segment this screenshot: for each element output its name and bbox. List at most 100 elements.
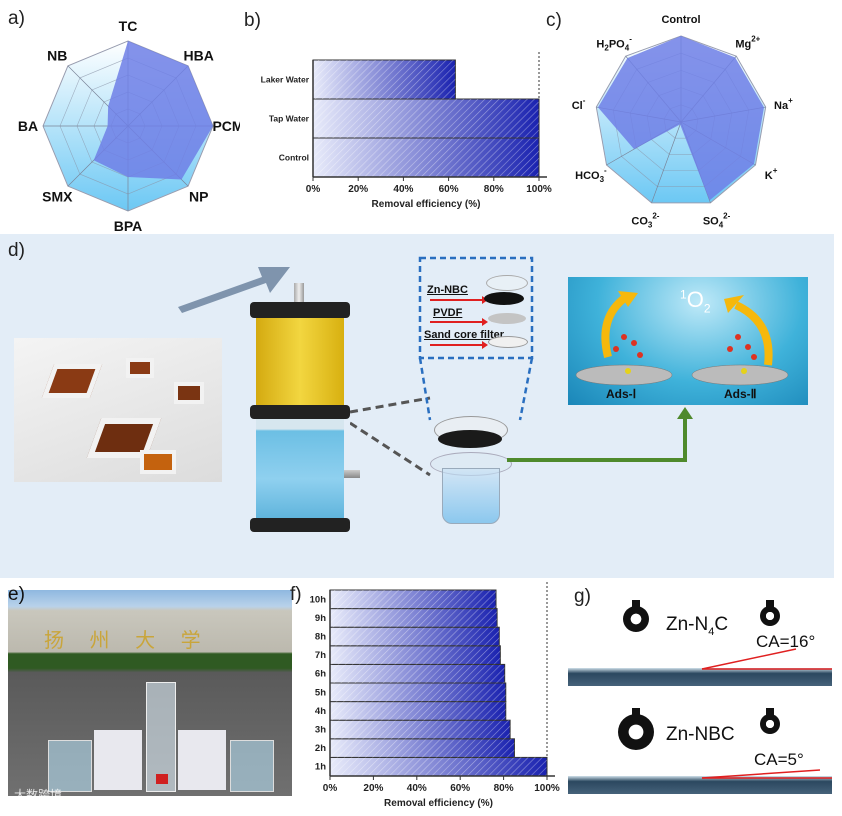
x-tick-label: 20% [348,184,368,195]
label-part: H [596,38,604,50]
category-label: 3h [315,725,326,736]
contact-angle-image-2: Zn-NBC CA=5° [568,700,832,796]
bar-hatch [330,627,500,646]
droplet-icon [623,606,649,632]
label-part: - [629,34,632,43]
field-test-photo: 扬 州 大 学 大数跨境 [8,590,292,802]
radar-axis-label: NB [47,47,67,63]
radar-axis-label: SO42- [703,212,731,230]
label-part: 4 [625,43,630,52]
superscript: 1 [680,287,687,302]
category-label: Control [279,153,309,163]
radar-axis [651,121,682,203]
bar-hatch [313,99,539,138]
bar-hatch [313,138,539,177]
bar-hatch [330,720,511,739]
needle [632,708,640,718]
category-label: 6h [315,669,326,680]
beaker-right [230,740,274,792]
beaker-left [48,740,92,792]
category-label: Tap Water [269,114,310,124]
bar-hatch [330,590,497,609]
label-part: Cl [572,100,583,112]
category-label: 4h [315,706,326,717]
needle [766,708,774,718]
x-axis-label: Removal efficiency (%) [384,798,493,809]
category-label: 9h [315,613,326,624]
bar-chart-f: 1h 2h 3h 4h 5h 6h 7h 8h 9h 10h 0% 20% 40% 60% 80% 100% R… [310,582,560,809]
bar-hatch [330,664,505,683]
radar-axis-label: Na+ [774,96,793,112]
x-axis-label: Removal efficiency (%) [372,199,481,210]
panel-label-e: e) [8,584,25,605]
ads-1-label: Ads-Ⅰ [606,387,637,401]
droplet-icon [760,606,780,626]
radar-axis-label: TC [119,18,138,34]
panel-label-f: f) [290,584,302,605]
red-arrow-icon [430,296,488,304]
bar-chart-b: Control Tap Water Laker Water 0% 20% 40% 60% 80… [261,52,552,210]
pvdf-disk [488,313,526,324]
contact-angle-value: CA=16° [756,632,816,651]
bar-hatch [330,701,506,721]
category-label: Laker Water [261,75,310,85]
label-part: Control [661,14,700,26]
radar-axis-label: HCO3- [575,166,607,184]
contact-angle-image-1: Zn-N4C CA=16° [568,600,832,686]
reactor-middle-cap [250,405,350,419]
zoom-connector-lines [350,256,534,477]
label-part: Mg [735,38,751,50]
contact-angle-value: CA=5° [754,750,804,769]
layer-label-pvdf: PVDF [433,307,463,319]
pump-right [178,730,226,790]
x-tick-label: 60% [439,184,459,195]
sample-name-base: Zn-N [666,614,709,635]
red-arrow-icon [430,318,488,326]
needle [766,600,774,610]
radar-axis-label: K+ [765,166,778,182]
x-tick-label: 0% [323,783,338,794]
x-tick-label: 100% [534,783,560,794]
bar-hatch [330,645,501,665]
category-label: 7h [315,650,326,661]
label-part: HCO [575,170,600,182]
reactor-upper-chamber [256,318,344,406]
radar-axis-label: NP [189,189,208,205]
label-part: + [773,166,778,175]
bar-hatch [330,738,515,758]
substrate [568,668,832,686]
label-part: 4 [719,221,724,230]
x-tick-label: 40% [393,184,413,195]
label-part: SO [703,216,719,228]
bar-hatch [330,683,506,702]
layer-label-sand-core-filter: Sand core filter [424,329,505,341]
sample-name-sub: 4 [708,625,715,638]
radar-axis-label: Cl- [572,96,586,112]
category-label: 2h [315,743,326,754]
watermark: 大数跨境 [14,788,63,802]
x-tick-label: 0% [306,184,321,195]
reactor-bottom-cap [250,518,350,532]
red-arrow-icon [430,341,488,349]
panel-label-d: d) [8,240,25,261]
radar-axis-label: H2PO4- [596,34,632,52]
subscript: 2 [703,301,711,316]
angle-lines [701,648,832,670]
x-tick-label: 80% [484,184,504,195]
bar-hatch [330,757,547,776]
label-part: - [583,96,586,105]
angle-lines [701,769,832,779]
x-tick-label: 60% [450,783,470,794]
x-tick-label: 80% [494,783,514,794]
label-part: CO [631,216,648,228]
needle [632,600,640,610]
pump-left [94,730,142,790]
reactor-lower-chamber [256,419,344,519]
oxygen-symbol: O [686,287,704,312]
label-part: 3 [648,221,653,230]
category-label: 1h [315,762,326,773]
3d-model-image [14,338,222,482]
panel-label-b: b) [244,10,261,31]
